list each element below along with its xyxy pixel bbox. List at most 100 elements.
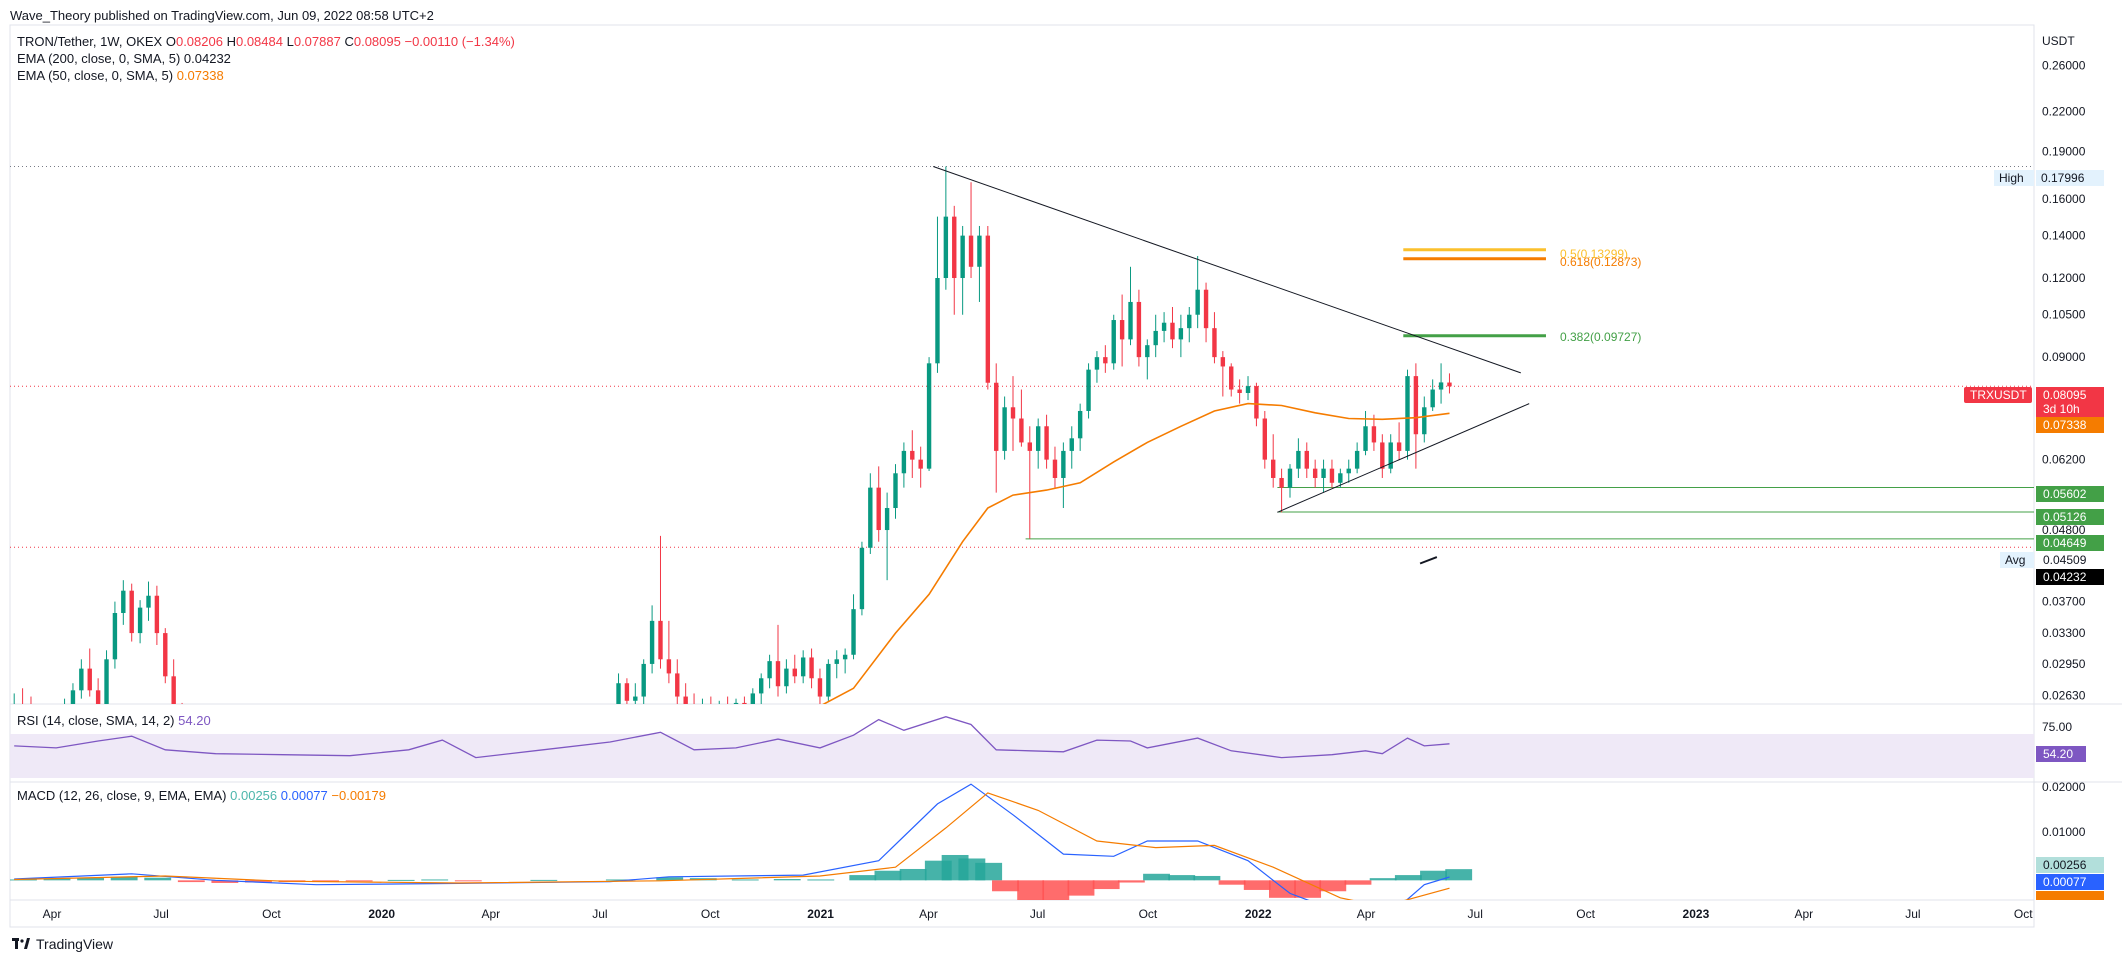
candle xyxy=(977,225,982,302)
candle-body xyxy=(1195,289,1200,315)
tradingview-logo[interactable]: TradingView xyxy=(12,936,113,952)
candle xyxy=(1396,422,1402,460)
price-tick-label: 0.02630 xyxy=(2042,689,2086,703)
candle-body xyxy=(633,696,638,701)
price-tick-label: 0.03700 xyxy=(2042,595,2086,609)
macd-hist-bar xyxy=(1319,880,1347,892)
candle-body xyxy=(1229,366,1234,390)
candle xyxy=(666,620,672,684)
candle-body xyxy=(1388,442,1393,469)
candle-body xyxy=(163,633,168,677)
macd-hist-bar xyxy=(345,880,373,882)
ema200-label: EMA (200, close, 0, SMA, 5) xyxy=(17,51,181,66)
candle xyxy=(633,683,638,704)
candle-body xyxy=(1363,426,1368,451)
svg-text:TRXUSDT: TRXUSDT xyxy=(1970,388,2027,402)
candle-body xyxy=(70,690,76,704)
candle xyxy=(1061,442,1066,509)
candle xyxy=(70,683,76,704)
macd-hist-bar xyxy=(1369,878,1397,881)
candle-body xyxy=(725,705,729,709)
candle-body xyxy=(1371,426,1377,443)
candle xyxy=(658,535,663,669)
macd-hist-bar xyxy=(1143,873,1170,881)
candle xyxy=(693,693,695,704)
candle xyxy=(759,673,764,704)
svg-text:High: High xyxy=(1999,171,2024,185)
candle xyxy=(1371,414,1377,451)
macd-hist-bar xyxy=(849,875,877,881)
support-badge-3: 0.04649 xyxy=(2036,535,2104,551)
price-tick-label: 0.09000 xyxy=(2042,350,2086,364)
candle-body xyxy=(834,659,839,664)
candle-body xyxy=(859,547,865,610)
macd-hist-bar xyxy=(1117,880,1145,883)
time-axis-label: Apr xyxy=(43,907,62,921)
candle-body xyxy=(1203,289,1209,329)
candle xyxy=(1237,379,1242,404)
high-value: 0.08484 xyxy=(235,34,283,49)
macd-hist-bar xyxy=(421,879,449,881)
macd-hist-bar xyxy=(1445,869,1473,881)
time-axis-label: 2022 xyxy=(1245,907,1272,921)
candle-body xyxy=(1111,320,1116,364)
candle xyxy=(952,205,957,315)
candle-body xyxy=(935,278,940,364)
candle-body xyxy=(12,704,16,721)
candle xyxy=(842,648,848,674)
macd-hist-bar xyxy=(1344,880,1372,885)
ema200-legend: EMA (200, close, 0, SMA, 5) 0.04232 xyxy=(17,51,231,66)
candle xyxy=(649,605,655,674)
candle xyxy=(1312,459,1318,488)
candle xyxy=(549,771,553,832)
macd-hist-bar xyxy=(1042,880,1070,900)
open-value: 0.08206 xyxy=(175,34,223,49)
candle-body xyxy=(104,659,109,704)
candle xyxy=(1363,410,1368,456)
candle-body xyxy=(1405,376,1410,451)
candle xyxy=(1027,426,1032,539)
candle-body xyxy=(79,668,84,691)
tradingview-logo-text: TradingView xyxy=(36,936,114,952)
svg-text:0.00256: 0.00256 xyxy=(2043,858,2087,872)
candle-body xyxy=(624,683,630,701)
candle xyxy=(1422,396,1427,443)
trendline-1 xyxy=(933,166,1521,374)
candle-body xyxy=(112,613,118,660)
time-axis-label: 2021 xyxy=(807,907,834,921)
price-tick-label: 0.10500 xyxy=(2042,308,2086,322)
change-value: −0.00110 (−1.34%) xyxy=(404,34,515,49)
candle xyxy=(1245,376,1251,401)
candle-body xyxy=(767,661,772,679)
svg-text:54.20: 54.20 xyxy=(2043,747,2073,761)
time-axis-label: Oct xyxy=(1576,907,1595,921)
candle xyxy=(868,473,873,554)
macd-hist-bar xyxy=(1394,875,1422,881)
candle-body xyxy=(146,595,151,608)
svg-text:0.05602: 0.05602 xyxy=(2043,487,2087,501)
candle xyxy=(1128,266,1133,346)
macd-hist-bar xyxy=(144,877,172,881)
candle xyxy=(1019,389,1024,447)
candle xyxy=(1170,306,1175,349)
candle xyxy=(851,594,856,660)
candle-body xyxy=(1153,330,1158,346)
candle xyxy=(1035,418,1041,469)
macd-hist-bar xyxy=(975,862,1003,881)
candle xyxy=(809,648,814,689)
candle xyxy=(1111,314,1116,370)
macd-hist-bar xyxy=(211,880,239,883)
fib-label-0.5: 0.5(0.13299) xyxy=(1560,247,1628,261)
candle-body xyxy=(826,663,831,697)
candle xyxy=(718,700,720,704)
candle xyxy=(675,659,680,704)
candle-body xyxy=(1027,442,1032,451)
candle-body xyxy=(742,702,747,704)
macd-hist-bar xyxy=(387,879,415,881)
candle xyxy=(1178,314,1184,358)
candle-body xyxy=(1136,301,1142,358)
fib-label-0.618: 0.618(0.12873) xyxy=(1560,255,1641,269)
candle-body xyxy=(1380,442,1385,469)
candle xyxy=(1287,464,1293,498)
